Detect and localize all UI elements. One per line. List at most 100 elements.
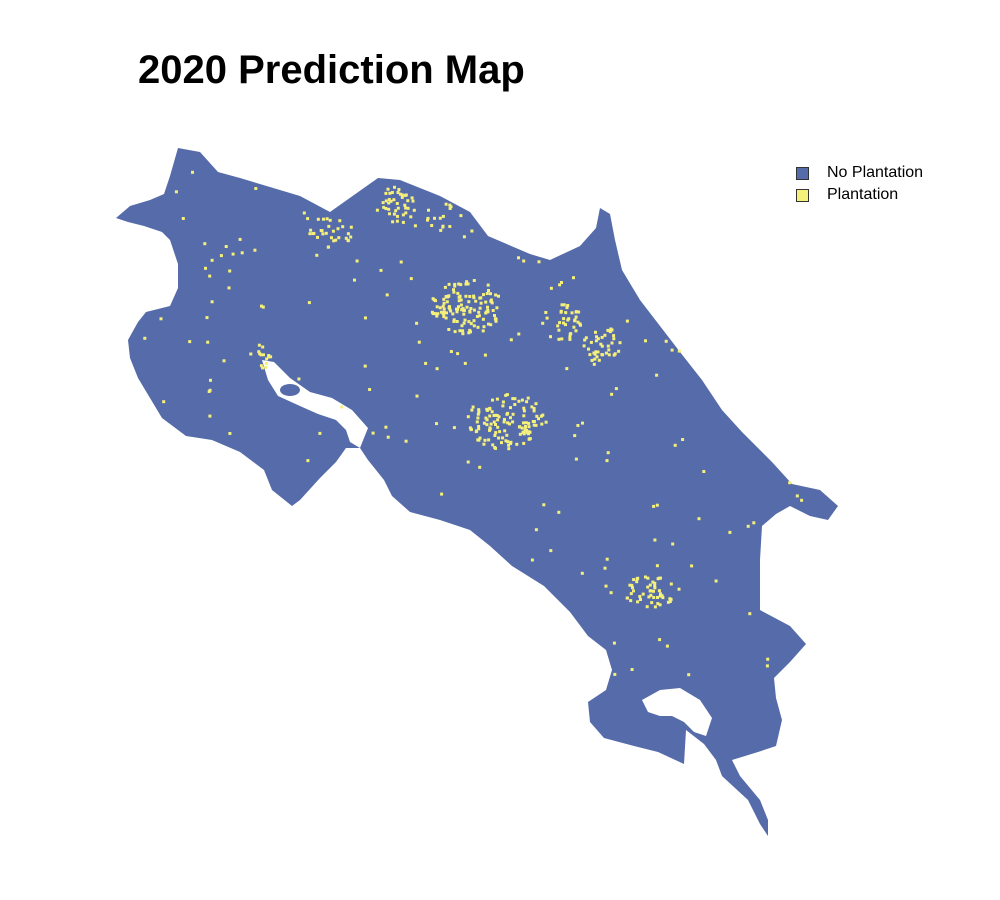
plantation-pixel [511,397,515,401]
plantation-pixel [502,420,506,424]
plantation-pixel [260,304,263,308]
plantation-pixel [587,347,590,351]
plantation-pixel [509,416,512,420]
plantation-pixel [483,353,487,357]
legend-label-no-plantation: No Plantation [827,164,924,181]
plantation-pixel [494,317,498,321]
plantation-pixel [618,341,622,345]
plantation-pixel [477,314,481,318]
gulf-of-nicoya [262,360,368,448]
plantation-pixel [452,426,456,430]
plantation-pixel [431,297,435,301]
plantation-pixel [477,410,481,414]
plantation-pixel [505,433,509,437]
plantation-pixel [531,420,535,423]
plantation-pixel [657,589,661,593]
plantation-pixel [752,521,756,525]
plantation-pixel [714,579,718,583]
plantation-pixel [467,331,471,335]
plantation-pixel [449,309,453,313]
plantation-pixel [412,208,416,212]
plantation-pixel [532,409,536,413]
plantation-pixel [375,208,379,212]
plantation-pixel [485,423,489,427]
plantation-pixel [564,323,567,327]
plantation-pixel [632,589,635,593]
plantation-pixel [390,191,394,194]
plantation-pixel [162,400,166,404]
plantation-pixel [259,353,263,357]
golfo-dulce [642,688,712,736]
plantation-pixel [249,352,253,356]
plantation-pixel [306,459,310,463]
plantation-pixel [469,322,473,326]
plantation-pixel [364,316,367,320]
plantation-pixel [476,325,480,329]
plantation-pixel [527,425,531,429]
plantation-pixel [613,352,617,356]
plantation-pixel [681,438,685,441]
plantation-pixel [463,361,467,365]
plantation-pixel [330,236,333,240]
plantation-pixel [599,342,603,346]
plantation-pixel [436,312,440,316]
plantation-pixel [635,577,639,581]
plantation-pixel [656,577,660,581]
plantation-pixel [435,422,438,426]
plantation-pixel [440,492,444,496]
plantation-pixel [442,315,446,319]
plantation-pixel [606,451,610,455]
plantation-pixel [433,312,437,316]
plantation-pixel [426,216,430,220]
plantation-pixel [462,309,466,313]
plantation-pixel [203,242,207,246]
plantation-pixel [656,596,659,599]
plantation-pixel [448,225,452,228]
plantation-pixel [576,320,580,324]
plantation-pixel [430,310,434,314]
plantation-pixel [652,589,655,593]
plantation-pixel [485,407,489,411]
plantation-pixel [458,329,462,333]
plantation-pixel [664,339,668,343]
plantation-pixel [448,203,452,207]
plantation-pixel [574,315,578,319]
plantation-pixel [452,320,456,323]
plantation-swatch [796,188,809,202]
plantation-pixel [566,318,570,322]
plantation-pixel [483,438,487,442]
plantation-pixel [400,193,404,197]
plantation-pixel [492,414,496,417]
plantation-pixel [490,410,494,414]
plantation-pixel [559,310,563,314]
plantation-pixel [472,319,476,323]
plantation-pixel [518,432,522,436]
plantation-pixel [604,351,608,355]
plantation-pixel [463,318,467,322]
plantation-pixel [307,301,311,305]
plantation-pixel [388,212,391,216]
plantation-pixel [534,423,538,427]
plantation-pixel [442,297,446,301]
plantation-pixel [466,282,470,286]
plantation-pixel [655,564,659,568]
plantation-pixel [326,245,330,249]
plantation-pixel [503,429,507,433]
plantation-pixel [238,237,242,241]
plantation-pixel [595,335,598,339]
plantation-pixel [391,220,395,224]
plantation-pixel [544,420,548,424]
plantation-pixel [482,293,485,297]
plantation-pixel [504,439,508,443]
plantation-pixel [690,564,694,568]
plantation-pixel [652,504,656,508]
plantation-pixel [464,282,468,286]
plantation-pixel [337,236,341,240]
plantation-pixel [578,322,582,326]
plantation-pixel [596,350,600,354]
plantation-pixel [504,393,508,397]
plantation-pixel [410,196,414,200]
plantation-pixel [522,409,526,413]
plantation-pixel [603,566,607,570]
